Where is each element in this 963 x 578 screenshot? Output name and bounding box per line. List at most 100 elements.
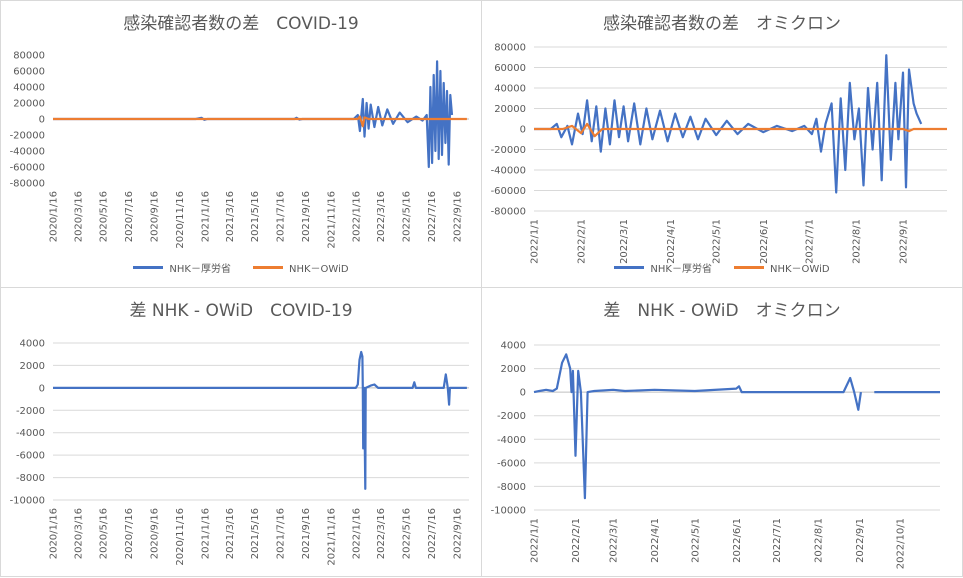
x-tick-label: 2021/3/16 bbox=[225, 508, 236, 559]
y-tick-label: -80000 bbox=[10, 179, 45, 190]
x-tick-label: 2021/5/16 bbox=[250, 508, 261, 559]
y-tick-label: 20000 bbox=[494, 104, 526, 115]
series-line bbox=[53, 60, 454, 169]
y-tick-label: -6000 bbox=[16, 451, 45, 462]
x-tick-label: 2022/1/1 bbox=[530, 219, 541, 264]
legend-label: NHK－厚労省 bbox=[169, 264, 231, 275]
y-tick-label: -60000 bbox=[10, 163, 45, 174]
x-tick-label: 2020/9/16 bbox=[150, 191, 161, 242]
y-tick-label: -60000 bbox=[491, 186, 526, 197]
x-tick-label: 2020/1/16 bbox=[49, 508, 60, 559]
x-tick-label: 2022/4/1 bbox=[666, 219, 677, 264]
x-tick-label: 2022/5/1 bbox=[712, 219, 723, 264]
x-tick-label: 2020/1/16 bbox=[49, 191, 60, 242]
y-tick-label: -20000 bbox=[491, 145, 526, 156]
chart-title: 感染確認者数の差 COVID-19 bbox=[123, 14, 359, 34]
x-tick-label: 2021/3/16 bbox=[225, 191, 236, 242]
chart-title: 差 NHK - OWiD COVID-19 bbox=[129, 301, 353, 321]
x-tick-label: 2022/10/1 bbox=[895, 518, 906, 569]
x-tick-label: 2022/9/16 bbox=[452, 191, 463, 242]
y-tick-label: 40000 bbox=[13, 83, 45, 94]
x-tick-label: 2022/5/16 bbox=[401, 191, 412, 242]
y-tick-label: -2000 bbox=[497, 411, 526, 422]
legend-item: NHK－厚労省 bbox=[133, 260, 231, 275]
legend-swatch bbox=[252, 266, 283, 269]
legend-swatch bbox=[133, 266, 164, 269]
x-tick-label: 2022/9/1 bbox=[898, 219, 909, 264]
x-tick-label: 2022/3/1 bbox=[609, 518, 620, 563]
series-line bbox=[533, 353, 862, 500]
x-tick-label: 2022/2/1 bbox=[577, 219, 588, 264]
x-tick-label: 2022/2/1 bbox=[571, 518, 582, 563]
y-tick-label: 60000 bbox=[13, 67, 45, 78]
x-tick-label: 2021/11/16 bbox=[326, 191, 337, 249]
chart-plot: 80000 60000 40000 20000 0 -20000 -40000 -60000 -… bbox=[491, 43, 947, 264]
x-tick-label: 2022/7/16 bbox=[427, 508, 438, 559]
x-tick-label: 2022/7/1 bbox=[772, 518, 783, 563]
chart-plot: 80000 60000 40000 20000 0 -20000 -40000 -60000 -… bbox=[10, 51, 469, 249]
y-tick-label: 2000 bbox=[20, 361, 45, 372]
y-tick-label: 0 bbox=[520, 125, 526, 136]
x-tick-label: 2021/1/16 bbox=[200, 191, 211, 242]
y-tick-label: -6000 bbox=[497, 458, 526, 469]
y-tick-label: 4000 bbox=[501, 341, 526, 352]
y-tick-label: -40000 bbox=[10, 147, 45, 158]
x-tick-label: 2021/7/16 bbox=[275, 508, 286, 559]
y-tick-label: -8000 bbox=[16, 473, 45, 484]
x-tick-label: 2022/6/1 bbox=[759, 219, 770, 264]
legend-swatch bbox=[733, 266, 764, 269]
y-tick-label: -80000 bbox=[491, 207, 526, 218]
x-tick-label: 2021/11/16 bbox=[326, 508, 337, 566]
y-tick-label: -4000 bbox=[497, 435, 526, 446]
y-tick-label: -40000 bbox=[491, 166, 526, 177]
x-tick-label: 2022/1/16 bbox=[352, 508, 363, 559]
chart-title: 感染確認者数の差 オミクロン bbox=[603, 14, 841, 34]
series-line bbox=[53, 115, 467, 128]
x-tick-label: 2020/3/16 bbox=[73, 191, 84, 242]
x-tick-label: 2022/8/1 bbox=[851, 219, 862, 264]
y-tick-label: -8000 bbox=[497, 482, 526, 493]
y-tick-label: -4000 bbox=[16, 428, 45, 439]
chart-plot: 4000 2000 0 -2000 -4000 -6000 -8000 -10000 2022/… bbox=[491, 341, 940, 569]
y-tick-label: -10000 bbox=[491, 506, 526, 517]
y-tick-label: 2000 bbox=[501, 364, 526, 375]
legend-item: NHK－OWiD bbox=[733, 260, 830, 275]
y-tick-label: 80000 bbox=[494, 43, 526, 54]
x-tick-label: 2020/11/16 bbox=[175, 508, 186, 566]
x-tick-label: 2022/7/16 bbox=[427, 191, 438, 242]
x-tick-label: 2020/5/16 bbox=[99, 508, 110, 559]
chart-panel-nhk-owid-omicron: 差 NHK - OWiD オミクロン 4000 2000 0 -2000 -4000 -6… bbox=[481, 287, 963, 577]
y-tick-label: 0 bbox=[520, 388, 526, 399]
y-tick-label: 40000 bbox=[494, 84, 526, 95]
x-tick-label: 2022/5/16 bbox=[401, 508, 412, 559]
chart-title: 差 NHK - OWiD オミクロン bbox=[603, 301, 841, 321]
x-tick-label: 2022/7/1 bbox=[804, 219, 815, 264]
chart-plot: 4000 2000 0 -2000 -4000 -6000 -8000 -10000 2020/… bbox=[10, 339, 469, 566]
chart-legend: NHK－厚労省 NHK－OWiD bbox=[482, 260, 962, 275]
x-tick-label: 2022/3/16 bbox=[376, 191, 387, 242]
y-tick-label: 4000 bbox=[20, 339, 45, 350]
series-line bbox=[53, 350, 467, 490]
y-tick-label: -20000 bbox=[10, 131, 45, 142]
x-tick-label: 2022/5/1 bbox=[690, 518, 701, 563]
x-tick-label: 2022/9/16 bbox=[452, 508, 463, 559]
x-tick-label: 2020/7/16 bbox=[124, 191, 135, 242]
legend-label: NHK－厚労省 bbox=[650, 264, 712, 275]
chart-panel-covid-diff: 感染確認者数の差 COVID-19 80000 60000 40000 20000 0 -… bbox=[0, 0, 482, 288]
series-line bbox=[534, 122, 947, 138]
x-tick-label: 2020/5/16 bbox=[99, 191, 110, 242]
series-line bbox=[534, 54, 923, 194]
legend-label: NHK－OWiD bbox=[769, 264, 830, 275]
y-tick-label: 0 bbox=[39, 115, 45, 126]
x-tick-label: 2022/9/1 bbox=[855, 518, 866, 563]
chart-legend: NHK－厚労省 NHK－OWiD bbox=[1, 260, 481, 275]
x-tick-label: 2022/4/1 bbox=[650, 518, 661, 563]
x-tick-label: 2022/1/1 bbox=[530, 518, 541, 563]
y-tick-label: 20000 bbox=[13, 99, 45, 110]
x-tick-label: 2022/3/16 bbox=[376, 508, 387, 559]
x-tick-label: 2020/7/16 bbox=[124, 508, 135, 559]
x-tick-label: 2021/9/16 bbox=[301, 191, 312, 242]
x-tick-label: 2021/9/16 bbox=[301, 508, 312, 559]
legend-item: NHK－OWiD bbox=[252, 260, 349, 275]
x-tick-label: 2022/6/1 bbox=[732, 518, 743, 563]
